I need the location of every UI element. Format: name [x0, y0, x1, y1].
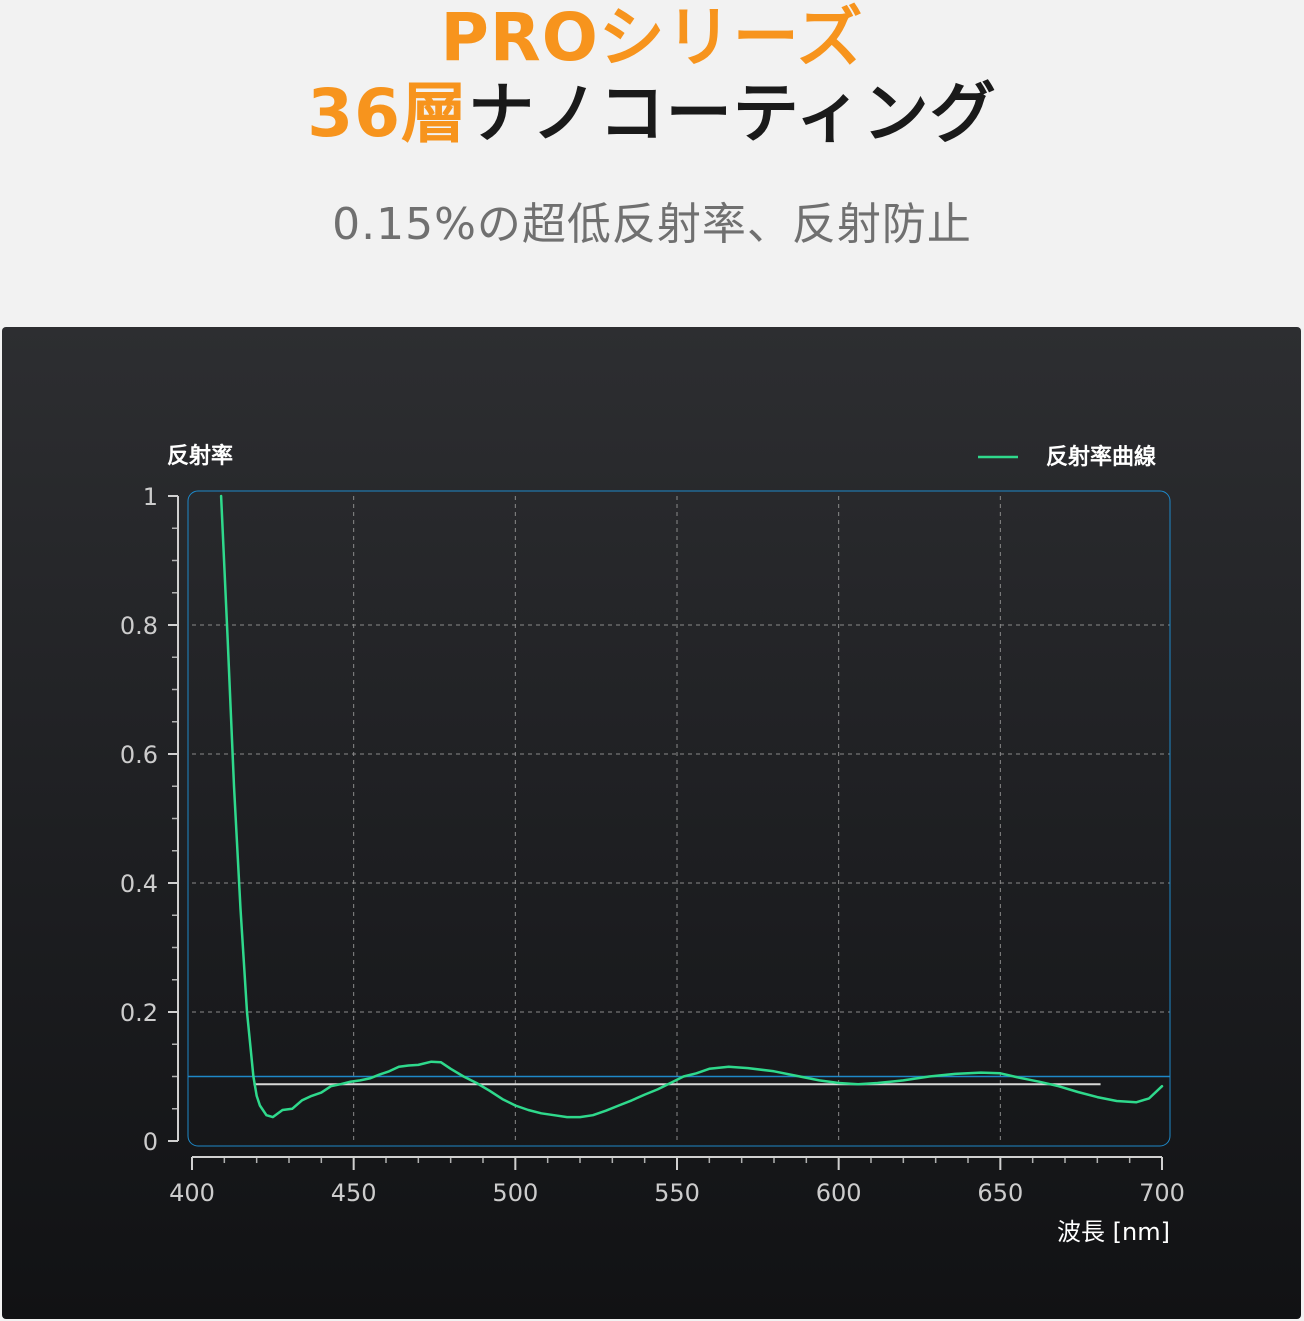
subtitle: 0.15%の超低反射率、反射防止 [332, 199, 972, 250]
x-tick-label: 400 [169, 1179, 215, 1207]
x-tick-label: 600 [816, 1179, 862, 1207]
legend: 反射率曲線 [978, 444, 1156, 470]
legend-label: 反射率曲線 [1046, 444, 1156, 470]
x-axis-label: 波長 [nm] [1057, 1218, 1170, 1246]
x-tick-label: 450 [331, 1179, 377, 1207]
headline-line-2: 36層ナノコーティング [0, 76, 1304, 152]
series-line-reflectance [219, 494, 1164, 1119]
y-tick-label: 1 [143, 483, 158, 511]
grid [192, 496, 1170, 1141]
headline-line-1: PROシリーズ [440, 0, 864, 76]
x-tick-label: 700 [1139, 1179, 1185, 1207]
x-tick-label: 650 [977, 1179, 1023, 1207]
plot-frame [187, 490, 1171, 1147]
y-tick-label: 0.6 [120, 741, 158, 769]
x-tick-label: 500 [492, 1179, 538, 1207]
headline-layer-count: 36層 [307, 75, 469, 152]
y-tick-label: 0.8 [120, 612, 158, 640]
x-tick-label: 550 [654, 1179, 700, 1207]
tick-labels: 400 450 500 550 600 650 700 0 0.2 0.4 0.6 0.8 1 [120, 483, 1185, 1207]
y-axis-label: 反射率 [167, 443, 233, 469]
series-group [219, 494, 1164, 1119]
y-tick-label: 0 [143, 1128, 158, 1156]
axes [168, 495, 1163, 1170]
chart-panel: 400 450 500 550 600 650 700 0 0.2 0.4 0.6 0.8 1 反射率 … [2, 327, 1301, 1319]
y-tick-label: 0.4 [120, 870, 158, 898]
headline-nano-coating: ナノコーティング [468, 75, 997, 152]
y-tick-label: 0.2 [120, 999, 158, 1027]
